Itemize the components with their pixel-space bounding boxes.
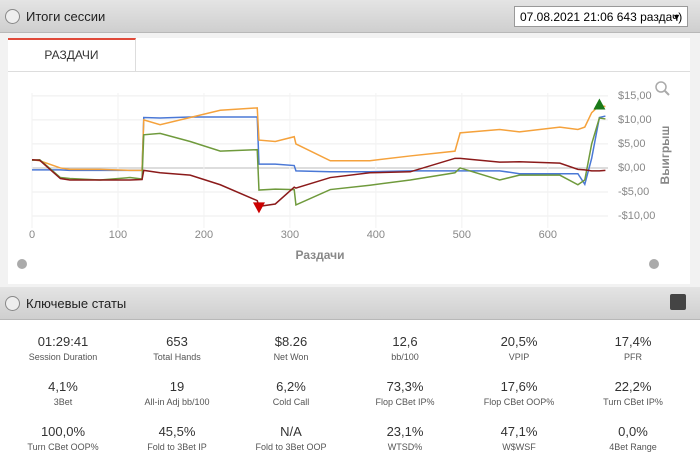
tab[interactable]: РАЗДАЧИ — [8, 38, 136, 71]
stat: 6,2% Cold Call — [233, 379, 349, 407]
stat: 17,4% PFR — [575, 334, 691, 362]
session-select-text: 07.08.2021 21:06 643 раздач) — [520, 10, 683, 24]
stat-value: 17,4% — [614, 334, 652, 349]
stat: 12,6 bb/100 — [347, 334, 463, 362]
stat: 100,0% Turn CBet OOP% — [5, 424, 121, 452]
stat: 01:29:41 Session Duration — [5, 334, 121, 362]
stat-label: Turn CBet IP% — [603, 397, 663, 407]
stat-value: 4,1% — [48, 379, 78, 394]
stat-label: Fold to 3Bet OOP — [255, 442, 327, 452]
stat-label: Cold Call — [272, 397, 310, 407]
y-tick-label: -$10,00 — [618, 210, 655, 222]
stats-title: Ключевые статы — [26, 296, 127, 311]
y-tick-label: $5,00 — [618, 138, 646, 150]
stat-value: 6,2% — [276, 379, 306, 394]
stat-value: 100,0% — [40, 424, 86, 439]
x-tick-label: 0 — [29, 229, 35, 241]
stat: 22,2% Turn CBet IP% — [575, 379, 691, 407]
stat: 47,1% W$WSF — [461, 424, 577, 452]
stat-label: Net Won — [273, 352, 309, 362]
collapse-button[interactable] — [5, 296, 20, 311]
x-tick-label: 500 — [453, 229, 471, 241]
session-header: Итоги сессии 07.08.2021 21:06 643 раздач… — [0, 0, 700, 33]
stat: 17,6% Flop CBet OOP% — [461, 379, 577, 407]
collapse-button[interactable] — [5, 9, 20, 24]
y-tick-label: -$5,00 — [618, 186, 649, 198]
stats-panel: 01:29:41 Session Duration 653 Total Hands $8… — [0, 320, 700, 463]
stat-label: 3Bet — [53, 397, 73, 407]
stat-label: Session Duration — [28, 352, 98, 362]
layout-toggle[interactable] — [670, 294, 686, 310]
session-title: Итоги сессии — [26, 9, 106, 24]
stat: 653 Total Hands — [119, 334, 235, 362]
stat: 20,5% VPIP — [461, 334, 577, 362]
zoom-icon[interactable] — [655, 81, 670, 96]
stat: 19 All-in Adj bb/100 — [119, 379, 235, 407]
x-tick-label: 200 — [195, 229, 213, 241]
stat-value: 45,5% — [158, 424, 196, 439]
y-tick-label: $15,00 — [618, 90, 652, 102]
stat-value: 12,6 — [392, 334, 418, 349]
stat-label: Total Hands — [153, 352, 201, 362]
stat-value: 01:29:41 — [37, 334, 89, 349]
stat-label: W$WSF — [502, 442, 536, 452]
stat-value: N/A — [280, 424, 302, 439]
stats-header: Ключевые статы — [0, 287, 700, 320]
y-tick-label: $10,00 — [618, 114, 652, 126]
stat: 45,5% Fold to 3Bet IP — [119, 424, 235, 452]
x-axis-title: Раздачи — [296, 248, 345, 262]
stat-label: Flop CBet OOP% — [483, 397, 555, 407]
stat-value: 73,3% — [386, 379, 424, 394]
y-tick-label: $0,00 — [618, 162, 646, 174]
stat: 23,1% WTSD% — [347, 424, 463, 452]
series-line — [31, 157, 606, 208]
stat: 4,1% 3Bet — [5, 379, 121, 407]
session-select[interactable]: 07.08.2021 21:06 643 раздач) ▼ — [514, 6, 688, 27]
stat-value: $8.26 — [274, 334, 308, 349]
stat-label: bb/100 — [391, 352, 419, 362]
x-tick-label: 300 — [281, 229, 299, 241]
x-tick-label: 600 — [539, 229, 557, 241]
stat-label: All-in Adj bb/100 — [144, 397, 210, 407]
stat-value: 19 — [169, 379, 185, 394]
chart-panel — [8, 72, 690, 284]
x-tick-label: 400 — [367, 229, 385, 241]
stat: $8.26 Net Won — [233, 334, 349, 362]
stat: 73,3% Flop CBet IP% — [347, 379, 463, 407]
x-tick-label: 100 — [109, 229, 127, 241]
stat-value: 653 — [166, 334, 188, 349]
stat-label: WTSD% — [387, 442, 423, 452]
stat-label: PFR — [624, 352, 642, 362]
stat-value: 0,0% — [618, 424, 648, 439]
stat-label: Turn CBet OOP% — [27, 442, 99, 452]
tab-bar: РАЗДАЧИ — [8, 38, 690, 72]
stat-value: 17,6% — [500, 379, 538, 394]
stat: 0,0% 4Bet Range — [575, 424, 691, 452]
series-line — [31, 104, 606, 172]
stat: N/A Fold to 3Bet OOP — [233, 424, 349, 452]
stat-value: 22,2% — [614, 379, 652, 394]
series-line — [31, 117, 606, 207]
stat-label: 4Bet Range — [609, 442, 657, 452]
max-marker — [593, 98, 606, 110]
stat-value: 47,1% — [500, 424, 538, 439]
stat-label: Fold to 3Bet IP — [147, 442, 207, 452]
settings-icon[interactable] — [17, 259, 27, 269]
y-axis-title: Выигрыш — [658, 126, 672, 185]
min-marker — [252, 202, 265, 214]
info-icon[interactable] — [649, 259, 659, 269]
stat-value: 20,5% — [500, 334, 538, 349]
stat-label: Flop CBet IP% — [375, 397, 435, 407]
stat-value: 23,1% — [386, 424, 424, 439]
chart: Раздачи Выигрыш -$10,00 -$5,00 $0,00 $5,00 $… — [8, 72, 690, 284]
stat-label: VPIP — [508, 352, 530, 362]
